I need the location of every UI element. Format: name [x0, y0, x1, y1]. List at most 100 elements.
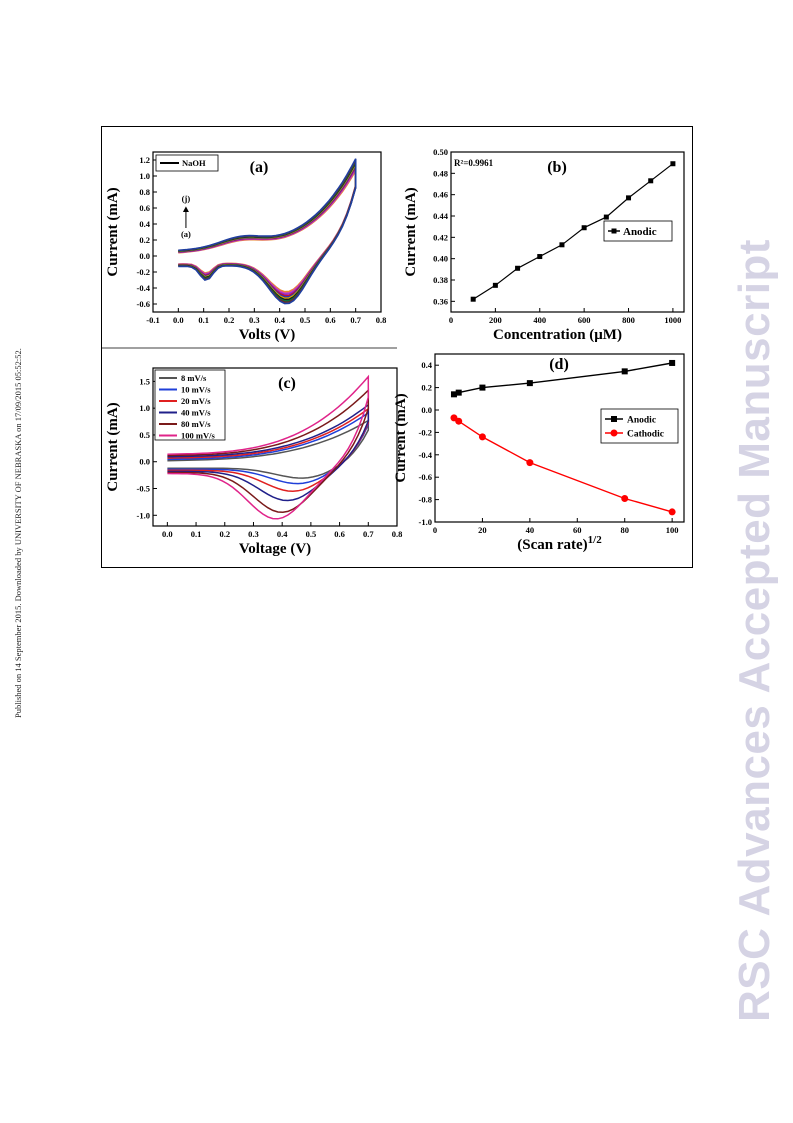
- data-point: [621, 494, 629, 502]
- cv-curve: [167, 403, 370, 502]
- y-tick-label: -0.6: [419, 472, 432, 482]
- y-tick-label: 0.4: [139, 219, 150, 229]
- y-tick-label: 0.4: [421, 360, 432, 370]
- y-tick-label: 0.6: [139, 203, 150, 213]
- x-tick-label: 0.4: [274, 315, 285, 325]
- data-point: [526, 459, 534, 467]
- legend: Anodic: [603, 220, 673, 242]
- legend-box: [155, 154, 219, 172]
- x-axis-label: Voltage (V): [239, 541, 311, 557]
- legend-marker: [610, 429, 618, 437]
- series-line-anodic: [472, 163, 674, 300]
- plot-frame: [152, 367, 398, 527]
- y-tick-label: -0.2: [137, 267, 150, 277]
- x-tick-label: 0.6: [334, 529, 345, 539]
- data-point: [668, 508, 676, 516]
- y-tick-label: 0.40: [433, 254, 448, 264]
- annotation-label: (j): [182, 194, 191, 204]
- legend: Anodic Cathodic: [600, 408, 679, 444]
- x-tick-label: 0.5: [306, 529, 317, 539]
- x-tick-label: 0.7: [350, 315, 361, 325]
- y-tick-label: -0.4: [137, 283, 151, 293]
- legend-label: 8 mV/s: [181, 373, 207, 383]
- data-point: [669, 359, 676, 366]
- legend-label: 40 mV/s: [181, 408, 211, 418]
- y-tick-label: 0.2: [139, 235, 150, 245]
- y-tick-label: 0.2: [421, 383, 432, 393]
- data-point: [455, 389, 462, 396]
- x-tick-label: 0.2: [224, 315, 235, 325]
- x-tick-label: 0: [433, 525, 437, 535]
- y-tick-label: 0.38: [433, 275, 448, 285]
- y-axis-label: Current (mA): [105, 402, 121, 491]
- y-tick-label: -0.8: [419, 495, 432, 505]
- data-point: [478, 433, 486, 441]
- y-tick-label: 0.48: [433, 168, 448, 178]
- data-point: [648, 178, 654, 184]
- x-tick-label: 80: [620, 525, 629, 535]
- x-tick-label: 100: [666, 525, 679, 535]
- data-point: [559, 242, 565, 248]
- x-tick-label: 20: [478, 525, 487, 535]
- plot-frame: [450, 151, 685, 313]
- data-point: [450, 391, 457, 398]
- y-axis-label: Current (mA): [393, 393, 409, 482]
- x-tick-label: 0.0: [173, 315, 184, 325]
- y-tick-label: 1.0: [139, 171, 150, 181]
- panel-label: (c): [278, 375, 296, 392]
- panel-a-chart: -0.1 0.0 0.1 0.2 0.3 0.4 0.5 0.6 0.7 0.8 -0.6 -0.4 -…: [105, 151, 387, 343]
- legend-label: Anodic: [623, 226, 657, 238]
- y-tick-label: 0.36: [433, 296, 448, 306]
- x-tick-label: 0.1: [191, 529, 202, 539]
- data-point: [621, 368, 628, 375]
- data-point: [626, 195, 632, 201]
- legend-box: [603, 220, 673, 242]
- x-tick-label: 0.8: [376, 315, 387, 325]
- legend-label: 80 mV/s: [181, 419, 211, 429]
- x-axis-label-superscript: 1/2: [588, 534, 603, 546]
- plot-frame: [434, 353, 685, 523]
- plot-frame: [152, 151, 382, 313]
- y-tick-label: 0.42: [433, 232, 448, 242]
- x-tick-label: 800: [622, 315, 635, 325]
- x-tick-label: 0.2: [219, 529, 230, 539]
- panel-label: (b): [547, 159, 567, 176]
- x-tick-label: 0.5: [300, 315, 311, 325]
- y-tick-label: 0.5: [139, 430, 150, 440]
- y-tick-label: 0.8: [139, 187, 150, 197]
- legend-label: 10 mV/s: [181, 385, 211, 395]
- x-tick-label: 600: [578, 315, 591, 325]
- x-axis-label: Concentration (μM): [493, 327, 622, 343]
- y-tick-label: 0.44: [433, 211, 449, 221]
- watermark-text: RSC Advances Accepted Manuscript: [730, 239, 779, 1022]
- x-tick-label: 1000: [664, 315, 681, 325]
- x-axis-label: (Scan rate)1/2: [517, 534, 602, 553]
- y-tick-label: 0.0: [139, 251, 150, 261]
- data-point: [455, 417, 463, 425]
- x-tick-label: 0.8: [392, 529, 403, 539]
- legend-label: 20 mV/s: [181, 396, 211, 406]
- r-squared-annotation: R²=0.9961: [454, 158, 494, 168]
- x-tick-label: 200: [489, 315, 502, 325]
- data-point: [526, 380, 533, 387]
- legend-label: Cathodic: [627, 430, 664, 440]
- x-axis-label: Volts (V): [239, 327, 296, 343]
- data-point: [670, 161, 676, 167]
- cv-curve: [167, 374, 370, 520]
- x-tick-label: 0.4: [277, 529, 288, 539]
- panel-label: (a): [250, 159, 269, 176]
- y-tick-label: -1.0: [419, 517, 432, 527]
- figure: -0.1 0.0 0.1 0.2 0.3 0.4 0.5 0.6 0.7 0.8 -0.6 -0.4 -…: [101, 126, 693, 569]
- x-tick-label: 60: [573, 525, 582, 535]
- data-point: [603, 214, 609, 220]
- x-tick-label: 0.0: [162, 529, 173, 539]
- legend: 8 mV/s 10 mV/s20 mV/s 40 mV/s80 mV/s 100 mV…: [154, 369, 226, 441]
- data-point: [479, 384, 486, 391]
- publication-note-text: Published on 14 September 2015. Download…: [13, 348, 23, 718]
- x-tick-label: 400: [533, 315, 546, 325]
- panel-label: (d): [549, 356, 569, 373]
- annotation-arrowhead: [182, 206, 189, 212]
- data-point: [515, 265, 521, 271]
- data-point: [492, 282, 498, 288]
- x-tick-label: 0.3: [249, 315, 260, 325]
